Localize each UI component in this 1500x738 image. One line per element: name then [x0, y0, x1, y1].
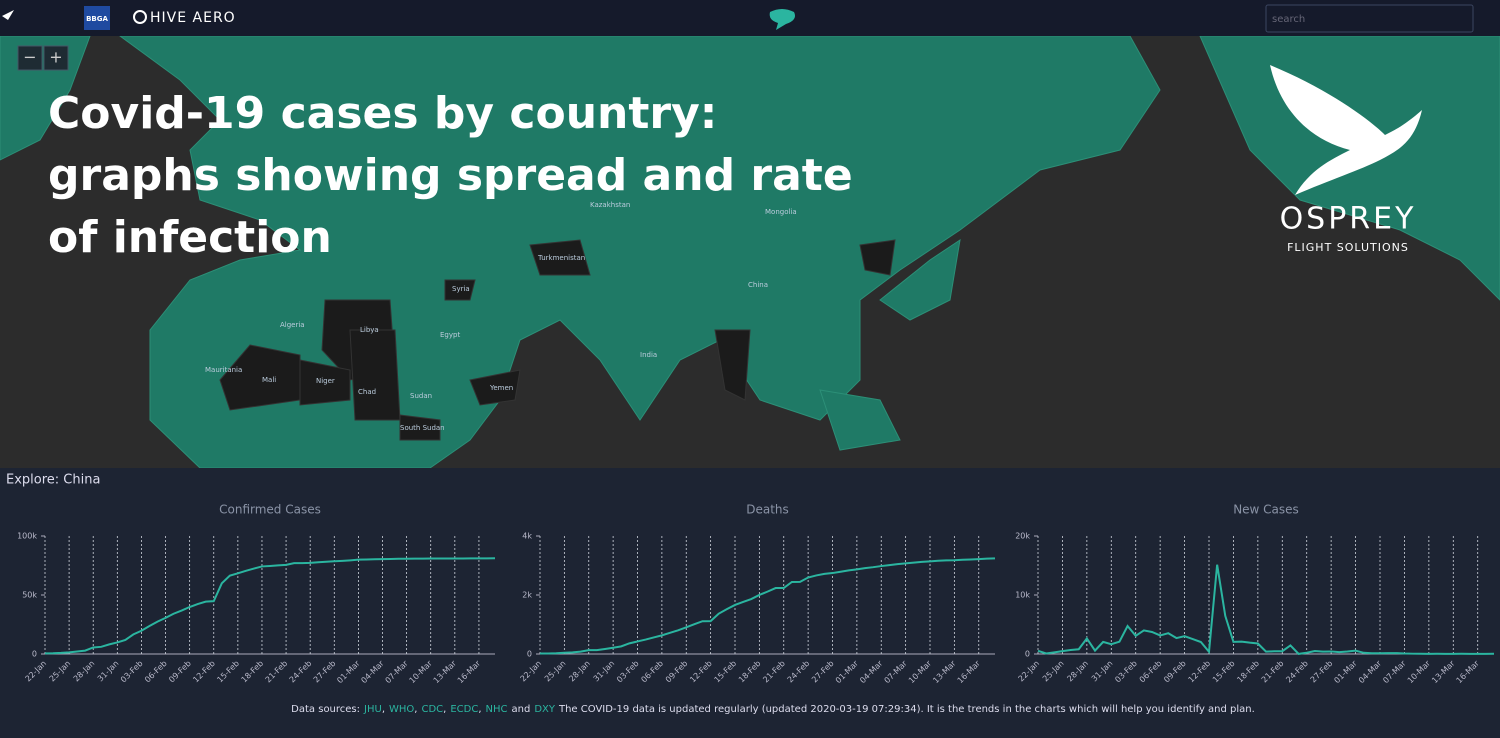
- footer-text: ,: [478, 704, 481, 715]
- search-box[interactable]: [1265, 4, 1474, 33]
- map-label: Egypt: [440, 331, 460, 339]
- source-link[interactable]: WHO: [389, 704, 414, 715]
- map-label: Mongolia: [765, 208, 797, 216]
- osprey-bird: [1270, 65, 1422, 195]
- chart-title: New Cases: [1233, 503, 1299, 517]
- headline: Covid-19 cases by country: graphs showin…: [48, 88, 853, 263]
- osprey-icon: [2, 10, 14, 20]
- hive-aero[interactable]: HIVE AERO: [150, 10, 236, 26]
- map-label: Mali: [262, 376, 276, 384]
- chat-icon[interactable]: [769, 9, 795, 30]
- map-label: Kazakhstan: [590, 201, 630, 209]
- headline-line: of infection: [48, 212, 332, 263]
- footer: Data sources: JHU, WHO, CDC, ECDC, NHC and DXY T…: [291, 704, 1255, 715]
- chart-title: Confirmed Cases: [219, 503, 321, 517]
- headline-line: Covid-19 cases by country:: [48, 88, 717, 139]
- zoom-in-label[interactable]: +: [49, 48, 62, 67]
- top-bar: [0, 0, 1500, 36]
- footer-text: The COVID-19 data is updated regularly (…: [558, 704, 1255, 715]
- data-line: [1037, 564, 1495, 655]
- source-link[interactable]: CDC: [421, 704, 443, 715]
- source-link[interactable]: DXY: [534, 704, 556, 715]
- no-data-countries: [219, 239, 896, 441]
- y-tick-label: 20k: [1015, 532, 1030, 541]
- data-line: [539, 557, 996, 655]
- map-label: Chad: [358, 388, 376, 396]
- panel: [0, 468, 1500, 734]
- y-tick-label: 0: [32, 650, 37, 659]
- footer-text: Data sources:: [291, 704, 360, 715]
- map-label: India: [640, 351, 657, 359]
- headline-line: graphs showing spread and rate: [48, 150, 853, 201]
- y-tick-label: 0: [1025, 650, 1030, 659]
- map-label: Turkmenistan: [537, 254, 585, 262]
- chart-title: Deaths: [746, 503, 789, 517]
- data-line: [44, 557, 496, 655]
- footer-text: ,: [382, 704, 385, 715]
- footer-text: ,: [443, 704, 446, 715]
- map-label: Syria: [452, 285, 470, 293]
- logo-tagline: FLIGHT SOLUTIONS: [1287, 241, 1409, 254]
- hive-icon: [133, 10, 147, 24]
- source-link[interactable]: JHU: [363, 704, 382, 715]
- source-link[interactable]: ECDC: [450, 704, 478, 715]
- bbga-text[interactable]: BBGA: [86, 15, 108, 23]
- zoom-in[interactable]: [43, 45, 69, 71]
- zoom-out[interactable]: [17, 45, 43, 71]
- map-label: Yemen: [489, 384, 513, 392]
- explore-label: Explore: China: [6, 473, 100, 488]
- logo-name: OSPREY: [1280, 202, 1417, 237]
- y-tick-label: 100k: [17, 532, 37, 541]
- source-link[interactable]: NHC: [486, 704, 508, 715]
- search-placeholder[interactable]: search: [1272, 14, 1305, 25]
- map-label: Niger: [316, 377, 335, 385]
- footer-text: ,: [414, 704, 417, 715]
- y-tick-label: 50k: [22, 591, 37, 600]
- y-tick-label: 0: [527, 650, 532, 659]
- map-label: China: [748, 281, 768, 289]
- zoom-out-label[interactable]: −: [23, 48, 36, 67]
- map-label: South Sudan: [400, 424, 445, 432]
- map-label: Algeria: [280, 321, 305, 329]
- map-label: Mauritania: [205, 366, 242, 374]
- y-tick-label: 4k: [522, 532, 532, 541]
- map-label: Sudan: [410, 392, 432, 400]
- y-tick-label: 2k: [522, 591, 532, 600]
- y-tick-label: 10k: [1015, 591, 1030, 600]
- map-label: Libya: [360, 326, 379, 334]
- bbga-logo[interactable]: [84, 6, 110, 30]
- footer-text: and: [511, 704, 530, 715]
